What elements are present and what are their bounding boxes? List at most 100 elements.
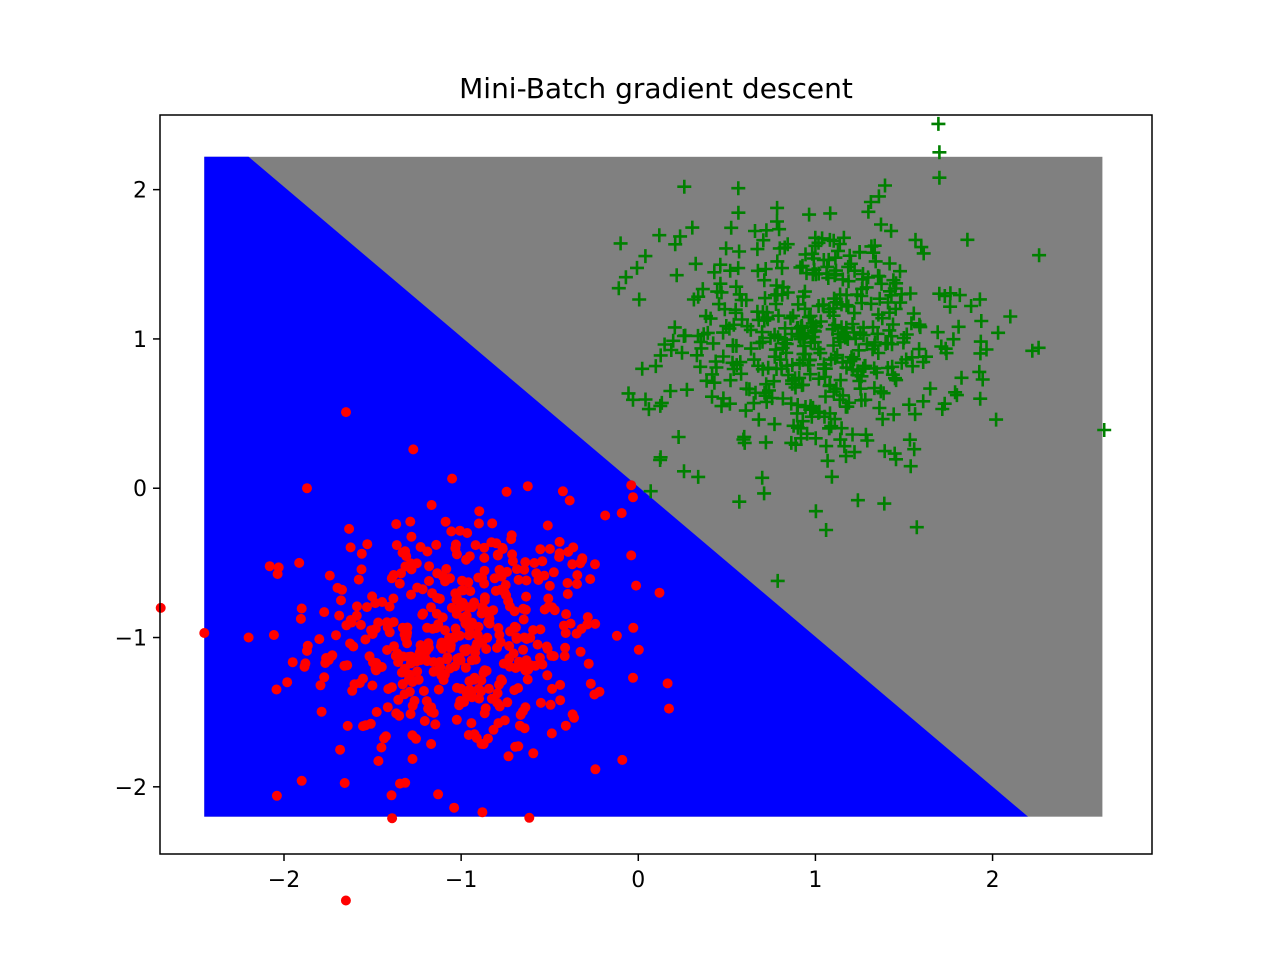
- data-point-green: [1025, 343, 1040, 358]
- data-point-green: [811, 342, 826, 357]
- data-point-green: [847, 306, 862, 321]
- data-point-red: [467, 602, 478, 613]
- data-point-green: [875, 412, 890, 427]
- data-point-green: [731, 181, 746, 196]
- data-point-green: [761, 360, 776, 375]
- data-point-red: [521, 591, 532, 602]
- data-point-green: [835, 272, 850, 287]
- data-point-green: [974, 314, 989, 328]
- data-point-green: [886, 273, 901, 288]
- data-point-red: [522, 481, 533, 492]
- data-point-red: [535, 697, 546, 708]
- data-point-red: [590, 764, 601, 775]
- data-point-red: [528, 748, 539, 759]
- data-point-red: [628, 492, 638, 503]
- data-point-green: [742, 382, 757, 397]
- data-point-red: [302, 483, 312, 494]
- data-point-red: [528, 625, 539, 636]
- data-point-green: [863, 195, 878, 209]
- data-point-green: [748, 224, 762, 238]
- data-point-green: [732, 494, 747, 509]
- data-point-green: [824, 469, 839, 484]
- data-point-red: [418, 686, 429, 696]
- data-point-green: [770, 200, 785, 215]
- data-point-red: [496, 571, 507, 582]
- data-point-red: [419, 651, 430, 662]
- data-point-red: [243, 632, 254, 643]
- data-point-green: [1031, 340, 1046, 355]
- data-point-green: [904, 316, 919, 331]
- data-point-red: [487, 518, 498, 529]
- data-point-green: [951, 319, 966, 334]
- data-point-green: [872, 291, 887, 306]
- data-point-green: [819, 266, 834, 281]
- data-point-red: [616, 508, 627, 519]
- data-point-green: [906, 306, 921, 321]
- data-point-green: [729, 279, 744, 294]
- data-point-red: [393, 657, 404, 668]
- data-point-green: [847, 445, 862, 460]
- data-point-green: [666, 333, 681, 348]
- data-point-red: [560, 642, 571, 653]
- data-point-red: [268, 630, 279, 640]
- data-point-red: [421, 696, 432, 707]
- data-point-red: [479, 552, 490, 563]
- data-point-red: [370, 623, 381, 634]
- data-point-red: [583, 658, 594, 669]
- data-point-red: [426, 739, 437, 749]
- data-point-red: [590, 618, 601, 629]
- data-point-red: [371, 665, 382, 676]
- data-point-green: [832, 392, 847, 407]
- data-point-green: [916, 246, 931, 261]
- data-point-red: [360, 634, 371, 645]
- data-point-green: [808, 431, 823, 446]
- data-point-red: [590, 559, 600, 570]
- data-point-green: [731, 261, 746, 276]
- data-point-green: [611, 281, 626, 296]
- data-point-green: [871, 189, 886, 204]
- data-point-green: [758, 435, 773, 450]
- data-point-red: [486, 537, 497, 548]
- data-point-green: [772, 222, 787, 237]
- data-point-green: [850, 287, 865, 302]
- data-point-green: [793, 260, 808, 275]
- data-point-green: [943, 299, 958, 314]
- data-point-red: [314, 634, 325, 645]
- data-point-green: [871, 307, 886, 322]
- data-point-red: [557, 486, 568, 497]
- data-point-green: [759, 377, 774, 392]
- data-point-green: [732, 244, 747, 259]
- data-point-red: [394, 710, 405, 721]
- data-point-green: [872, 401, 887, 415]
- data-point-red: [617, 754, 628, 765]
- data-point-green: [856, 361, 871, 376]
- chart-title: Mini-Batch gradient descent: [459, 72, 853, 105]
- data-point-green: [846, 352, 861, 367]
- data-point-green: [750, 263, 765, 278]
- data-point-green: [756, 233, 771, 248]
- data-point-green: [671, 430, 686, 444]
- data-point-red: [543, 593, 554, 604]
- data-point-red: [585, 678, 596, 689]
- data-point-red: [529, 558, 540, 568]
- data-point-green: [923, 381, 938, 396]
- data-point-red: [554, 548, 565, 559]
- data-point-red: [565, 618, 576, 629]
- data-point-red: [492, 550, 503, 561]
- data-point-red: [497, 675, 507, 686]
- data-point-red: [294, 557, 305, 568]
- data-point-green: [786, 308, 801, 323]
- data-point-green: [770, 214, 784, 229]
- data-point-red: [335, 744, 346, 755]
- data-point-green: [834, 320, 849, 335]
- data-point-red: [473, 518, 484, 529]
- data-point-green: [903, 459, 918, 474]
- y-tick-label: 1: [133, 328, 147, 353]
- x-tick-label: −1: [445, 868, 477, 893]
- data-point-red: [315, 680, 326, 691]
- data-point-red: [451, 714, 462, 725]
- data-point-green: [739, 293, 754, 308]
- data-point-green: [979, 342, 994, 357]
- x-tick-label: 0: [631, 868, 645, 893]
- data-point-green: [664, 343, 679, 357]
